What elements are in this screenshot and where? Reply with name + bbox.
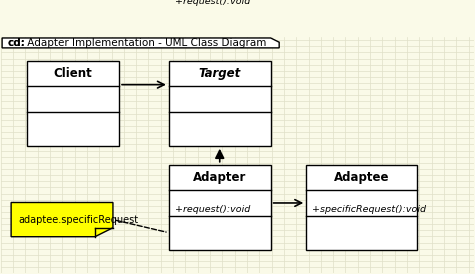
Text: +request():void: +request():void bbox=[174, 0, 250, 6]
Bar bbox=[27, 61, 119, 146]
Bar bbox=[306, 165, 418, 250]
Text: Client: Client bbox=[54, 67, 92, 80]
Text: adaptee.specificRequest: adaptee.specificRequest bbox=[18, 215, 138, 225]
Text: +request():void: +request():void bbox=[174, 205, 250, 214]
Text: +specificRequest():void: +specificRequest():void bbox=[312, 205, 426, 214]
Text: Adaptee: Adaptee bbox=[334, 171, 389, 184]
Bar bbox=[169, 165, 271, 250]
Text: Adapter: Adapter bbox=[193, 171, 247, 184]
Bar bbox=[169, 61, 271, 146]
Text: cd: Adapter Implementation - UML Class Diagram: cd: Adapter Implementation - UML Class D… bbox=[8, 38, 266, 48]
Text: Target: Target bbox=[199, 67, 241, 80]
Polygon shape bbox=[11, 202, 113, 237]
Polygon shape bbox=[2, 38, 279, 48]
Text: cd:: cd: bbox=[8, 38, 26, 48]
